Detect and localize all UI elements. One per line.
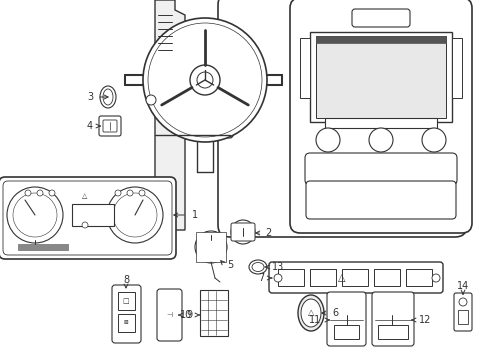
FancyBboxPatch shape — [289, 0, 471, 233]
Bar — [18, 244, 68, 250]
Bar — [315, 36, 445, 43]
Circle shape — [49, 190, 55, 196]
Ellipse shape — [248, 260, 266, 274]
Circle shape — [37, 190, 43, 196]
Circle shape — [115, 190, 121, 196]
Bar — [315, 36, 445, 118]
Text: ⊣: ⊣ — [165, 312, 172, 318]
Bar — [373, 269, 399, 286]
Bar — [457, 310, 467, 324]
Circle shape — [142, 18, 266, 142]
Bar — [309, 32, 451, 122]
Bar — [278, 269, 304, 286]
Circle shape — [82, 222, 88, 228]
Circle shape — [431, 274, 439, 282]
Text: 8: 8 — [122, 275, 129, 285]
FancyBboxPatch shape — [3, 181, 172, 255]
Ellipse shape — [301, 299, 320, 327]
Circle shape — [7, 187, 63, 243]
Bar — [118, 314, 135, 332]
Text: 2: 2 — [264, 228, 271, 238]
Circle shape — [236, 225, 249, 239]
Circle shape — [197, 72, 213, 88]
Circle shape — [107, 187, 163, 243]
Bar — [309, 269, 335, 286]
Circle shape — [458, 298, 466, 306]
Circle shape — [368, 128, 392, 152]
Bar — [451, 38, 461, 98]
FancyBboxPatch shape — [218, 0, 466, 237]
Bar — [196, 232, 225, 262]
Circle shape — [230, 220, 254, 244]
Text: 4: 4 — [87, 121, 93, 131]
Text: 10: 10 — [180, 310, 192, 320]
Circle shape — [190, 65, 220, 95]
FancyBboxPatch shape — [268, 262, 442, 293]
Bar — [118, 292, 135, 310]
Bar — [299, 38, 309, 98]
Text: △: △ — [307, 309, 314, 318]
Ellipse shape — [297, 295, 324, 331]
Bar — [333, 325, 358, 339]
Text: 9: 9 — [185, 310, 192, 320]
Ellipse shape — [251, 262, 264, 271]
FancyBboxPatch shape — [230, 223, 254, 241]
Text: △: △ — [82, 193, 87, 199]
Bar — [405, 269, 431, 286]
Text: 1: 1 — [192, 210, 198, 220]
Text: 13: 13 — [271, 262, 284, 272]
Bar — [325, 118, 436, 128]
Circle shape — [113, 193, 157, 237]
Text: 5: 5 — [226, 260, 233, 270]
FancyBboxPatch shape — [326, 292, 365, 346]
Circle shape — [315, 128, 339, 152]
Polygon shape — [155, 0, 184, 230]
Circle shape — [146, 95, 156, 105]
Circle shape — [127, 190, 133, 196]
Circle shape — [25, 190, 31, 196]
Circle shape — [13, 193, 57, 237]
Bar — [377, 325, 407, 339]
FancyBboxPatch shape — [112, 285, 141, 343]
Text: 12: 12 — [418, 315, 430, 325]
FancyBboxPatch shape — [305, 153, 456, 185]
Bar — [200, 290, 227, 336]
FancyBboxPatch shape — [351, 9, 409, 27]
FancyBboxPatch shape — [103, 120, 117, 132]
Text: □: □ — [122, 298, 129, 304]
Ellipse shape — [103, 89, 113, 105]
Text: 11: 11 — [308, 315, 320, 325]
Circle shape — [205, 242, 216, 252]
Text: △: △ — [338, 273, 345, 283]
FancyBboxPatch shape — [305, 181, 455, 219]
Text: 6: 6 — [331, 308, 337, 318]
Text: 7: 7 — [257, 273, 264, 283]
FancyBboxPatch shape — [99, 116, 121, 136]
FancyBboxPatch shape — [371, 292, 413, 346]
Text: 3: 3 — [87, 92, 93, 102]
Circle shape — [273, 274, 282, 282]
Ellipse shape — [100, 86, 116, 108]
Circle shape — [139, 190, 145, 196]
Text: ⊠: ⊠ — [123, 320, 128, 325]
Circle shape — [421, 128, 445, 152]
FancyBboxPatch shape — [182, 102, 232, 138]
FancyBboxPatch shape — [453, 293, 471, 331]
FancyBboxPatch shape — [157, 289, 182, 341]
Bar — [341, 269, 367, 286]
Bar — [72, 204, 114, 226]
Circle shape — [148, 23, 262, 137]
Circle shape — [195, 231, 226, 263]
FancyBboxPatch shape — [0, 177, 176, 259]
Text: 14: 14 — [456, 281, 468, 291]
Circle shape — [200, 236, 222, 258]
